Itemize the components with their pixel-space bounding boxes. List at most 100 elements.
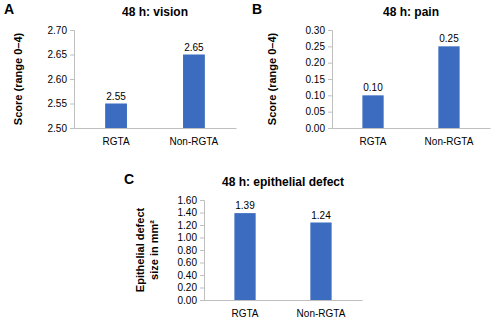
y-tick-mark [328, 79, 332, 80]
y-tick-mark [70, 30, 74, 31]
chart-title: 48 h: vision [122, 5, 188, 19]
y-tick-label: 1.40 [178, 207, 198, 218]
y-tick: 0.20 [306, 57, 332, 68]
y-tick-label: 0.20 [178, 282, 198, 293]
data-label: 1.39 [235, 200, 255, 211]
x-axis-line [333, 128, 491, 129]
y-tick-mark [328, 128, 332, 129]
y-axis-title: size in mm² [148, 220, 160, 280]
y-tick: 2.60 [48, 74, 74, 85]
y-tick: 0.00 [306, 123, 332, 134]
y-tick-mark [200, 200, 204, 201]
panel: B 48 h: pain 0.00 0.05 0.10 0.15 0.20 0.25 0.30 S… [252, 1, 491, 147]
y-tick-mark [328, 30, 332, 31]
x-tick-label: Non-RGTA [297, 308, 346, 319]
y-tick-label: 0.10 [306, 90, 326, 101]
y-axis-line [70, 31, 75, 129]
y-tick-label: 0.00 [178, 295, 198, 306]
y-axis-title: Epithelial defect [134, 207, 146, 292]
x-tick-label: RGTA [231, 308, 258, 319]
x-axis: RGTA Non-RGTA [205, 300, 363, 319]
y-tick-mark [328, 112, 332, 113]
y-tick-mark [200, 238, 204, 239]
y-tick-label: 0.00 [306, 123, 326, 134]
bar [310, 223, 331, 301]
data-label: 0.25 [439, 33, 459, 44]
y-tick-label: 1.00 [178, 232, 198, 243]
data-label: 2.65 [184, 42, 204, 53]
x-tick-label: RGTA [359, 136, 386, 147]
y-tick-label: 0.80 [178, 245, 198, 256]
y-tick-label: 2.65 [48, 49, 68, 60]
x-axis-line [75, 128, 237, 129]
y-tick-label: 0.05 [306, 106, 326, 117]
y-tick: 0.05 [306, 106, 332, 117]
x-tick: Non-RGTA [297, 300, 346, 319]
y-tick-label: 0.40 [178, 270, 198, 281]
y-tick-label: 0.60 [178, 257, 198, 268]
y-tick-label: 1.60 [178, 195, 198, 206]
y-tick-mark [200, 288, 204, 289]
bars [234, 213, 331, 300]
chart-title: 48 h: pain [383, 5, 439, 19]
y-tick-mark [70, 128, 74, 129]
y-tick: 1.60 [178, 195, 204, 206]
data-labels: 1.391.24 [235, 200, 331, 220]
y-tick-mark [200, 300, 204, 301]
x-tick: RGTA [103, 128, 130, 147]
x-tick: Non-RGTA [425, 128, 474, 147]
x-axis: RGTA Non-RGTA [333, 128, 491, 147]
panel-letter: B [252, 1, 262, 17]
bar [183, 55, 205, 129]
y-tick-label: 1.20 [178, 220, 198, 231]
y-axis-line [328, 31, 333, 129]
x-tick-label: RGTA [103, 136, 130, 147]
y-tick-label: 2.60 [48, 74, 68, 85]
y-axis: 0.00 0.05 0.10 0.15 0.20 0.25 0.30 [306, 25, 333, 134]
y-tick-label: 2.50 [48, 123, 68, 134]
y-tick-mark [70, 55, 74, 56]
y-tick-mark [200, 250, 204, 251]
y-axis: 0.00 0.200.40 0.600.80 1.001.20 1.401.60 [178, 195, 205, 306]
y-tick-label: 2.70 [48, 25, 68, 36]
figure: A 48 h: vision 2.50 2.55 2.60 2.65 2.70 Score (… [0, 0, 500, 335]
data-label: 2.55 [106, 91, 126, 102]
panel-letter: A [4, 1, 14, 17]
y-axis-title: Score (range 0–4) [266, 33, 278, 126]
bar [234, 213, 255, 300]
y-tick-label: 0.30 [306, 25, 326, 36]
y-tick-mark [200, 225, 204, 226]
bar [438, 46, 459, 128]
panel-letter: C [124, 171, 134, 187]
y-tick: 2.65 [48, 49, 74, 60]
y-tick: 0.15 [306, 74, 332, 85]
y-tick: 2.70 [48, 25, 74, 36]
y-tick-label: 0.25 [306, 41, 326, 52]
y-tick-mark [328, 63, 332, 64]
y-tick-mark [200, 275, 204, 276]
data-labels: 2.55 2.65 [106, 42, 204, 102]
bars [362, 46, 459, 128]
y-tick: 0.40 [178, 270, 204, 281]
x-tick: RGTA [359, 128, 386, 147]
bar [105, 104, 127, 129]
panel: A 48 h: vision 2.50 2.55 2.60 2.65 2.70 Score (… [4, 1, 237, 147]
x-tick-label: Non-RGTA [425, 136, 474, 147]
y-tick: 0.80 [178, 245, 204, 256]
y-tick-label: 0.20 [306, 57, 326, 68]
y-tick: 1.00 [178, 232, 204, 243]
y-tick: 2.55 [48, 98, 74, 109]
x-tick: Non-RGTA [170, 128, 219, 147]
y-tick-label: 0.15 [306, 74, 326, 85]
x-axis-line [205, 300, 363, 301]
y-axis-title: Score (range 0–4) [12, 33, 24, 126]
data-label: 0.10 [363, 82, 383, 93]
x-tick: RGTA [231, 300, 258, 319]
x-tick-label: Non-RGTA [170, 136, 219, 147]
y-tick: 0.10 [306, 90, 332, 101]
y-tick-mark [70, 104, 74, 105]
y-tick: 2.50 [48, 123, 74, 134]
y-tick-mark [70, 79, 74, 80]
y-axis-line [200, 201, 205, 301]
panel: C48 h: epithelial defect0.000.200.400.60… [124, 171, 363, 319]
